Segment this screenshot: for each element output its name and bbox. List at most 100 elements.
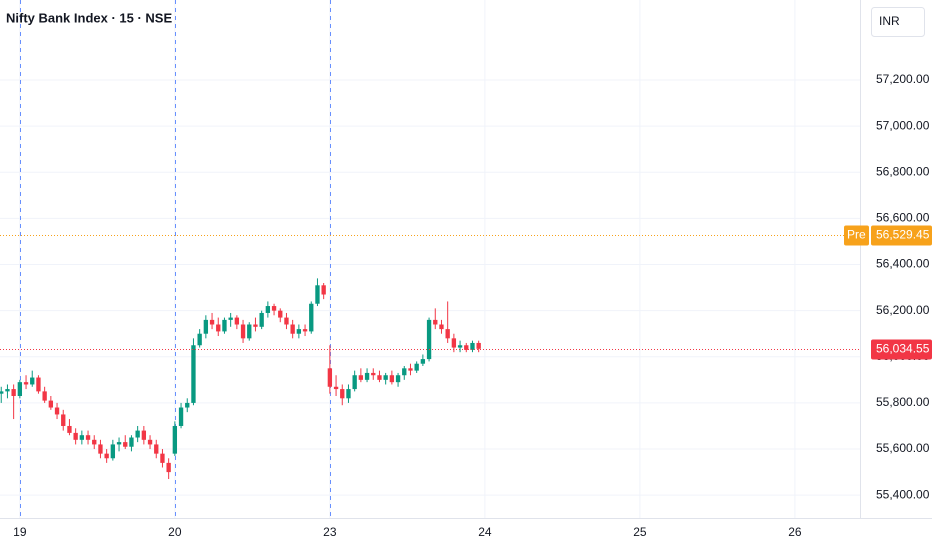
y-tick-label: 56,600.00 <box>876 211 930 225</box>
price-tag-label: Pre <box>847 228 866 242</box>
candle-body <box>216 324 221 332</box>
candle-body <box>439 324 444 330</box>
candle-body <box>408 368 413 371</box>
candle-body <box>166 462 171 473</box>
candle-body <box>302 329 308 332</box>
price-badge <box>871 339 932 360</box>
candle-body <box>160 453 165 463</box>
candle-body <box>389 375 395 383</box>
candle-body <box>123 442 128 447</box>
y-tick-label: 56,800.00 <box>876 164 930 178</box>
candle-body <box>253 324 258 327</box>
candle-body <box>451 338 457 348</box>
candle-body <box>358 375 364 380</box>
x-tick-label: 20 <box>168 525 182 539</box>
candle-body <box>0 391 4 394</box>
axes: 55,400.0055,600.0055,800.0056,000.0056,2… <box>13 72 932 539</box>
candle-body <box>296 329 302 334</box>
candle-body <box>110 444 116 459</box>
candle-body <box>371 372 376 376</box>
candle-body <box>129 437 134 447</box>
candle-body <box>321 285 326 295</box>
candle-body <box>364 372 370 380</box>
x-tick-label: 25 <box>633 525 647 539</box>
candle-body <box>470 342 475 350</box>
candle-body <box>147 439 153 445</box>
candle-body <box>48 400 54 408</box>
y-tick-label: 56,400.00 <box>876 257 930 271</box>
x-tick-label: 19 <box>13 525 27 539</box>
candle-body <box>383 375 388 380</box>
candle-body <box>457 345 463 348</box>
currency-label[interactable]: INR <box>879 14 900 28</box>
candle-body <box>222 319 227 332</box>
candle-body <box>476 342 481 349</box>
x-tick-label: 23 <box>323 525 337 539</box>
candle-body <box>98 444 103 454</box>
plot <box>0 235 860 480</box>
candle-body <box>278 310 283 318</box>
price-badge <box>871 225 932 246</box>
candle-body <box>265 306 271 313</box>
candle-body <box>11 389 16 396</box>
candle-body <box>185 402 190 408</box>
y-tick-label: 57,000.00 <box>876 118 930 132</box>
candle-body <box>284 317 289 325</box>
candle-body <box>67 425 72 433</box>
candle-body <box>172 425 178 454</box>
candle-body <box>377 375 382 380</box>
y-tick-label: 55,400.00 <box>876 487 930 501</box>
currency-button[interactable] <box>871 7 925 37</box>
candle-body <box>104 453 109 459</box>
candle-body <box>352 375 357 390</box>
candle-body <box>414 363 419 371</box>
y-tick-label: 55,800.00 <box>876 395 930 409</box>
candle-body <box>42 391 47 401</box>
candle-body <box>309 303 314 332</box>
candle-body <box>426 319 432 360</box>
candle-body <box>36 377 41 392</box>
candle-body <box>346 389 351 399</box>
price-tag <box>844 225 869 246</box>
candle-body <box>315 285 320 304</box>
candle-body <box>54 407 60 415</box>
candle-body <box>30 377 35 385</box>
candle-body <box>5 389 10 392</box>
candle-body <box>135 430 140 438</box>
candle-body <box>327 368 333 387</box>
candle-body <box>290 324 295 334</box>
candle-body <box>445 329 450 339</box>
chart-title: Nifty Bank Index · 15 · NSE <box>6 10 172 25</box>
candle-body <box>340 389 345 399</box>
candle-body <box>203 319 209 334</box>
candle-body <box>464 345 469 350</box>
candle-body <box>154 444 159 454</box>
price-badge-label: 56,529.45 <box>876 228 930 242</box>
x-tick-label: 26 <box>788 525 802 539</box>
candle-body <box>247 324 252 339</box>
candle-body <box>191 345 196 403</box>
candle-body <box>333 386 339 390</box>
candle-body <box>228 317 233 320</box>
y-tick-label: 55,600.00 <box>876 441 930 455</box>
y-tick-label: 56,200.00 <box>876 303 930 317</box>
x-tick-label: 24 <box>478 525 492 539</box>
candle-body <box>141 430 147 440</box>
candle-body <box>209 319 215 325</box>
candle-body <box>433 319 438 325</box>
candle-body <box>92 439 97 445</box>
candle-body <box>73 432 78 440</box>
candle-body <box>395 375 401 383</box>
candle-body <box>116 442 122 445</box>
price-badge-label: 56,034.55 <box>876 342 930 356</box>
candle-body <box>234 317 240 325</box>
candle-body <box>61 414 66 426</box>
candle-body <box>178 407 184 426</box>
candle-body <box>17 382 23 396</box>
candle-body <box>420 359 426 364</box>
candle-body <box>271 306 277 311</box>
candle-body <box>23 382 29 385</box>
candle-body <box>79 435 85 440</box>
